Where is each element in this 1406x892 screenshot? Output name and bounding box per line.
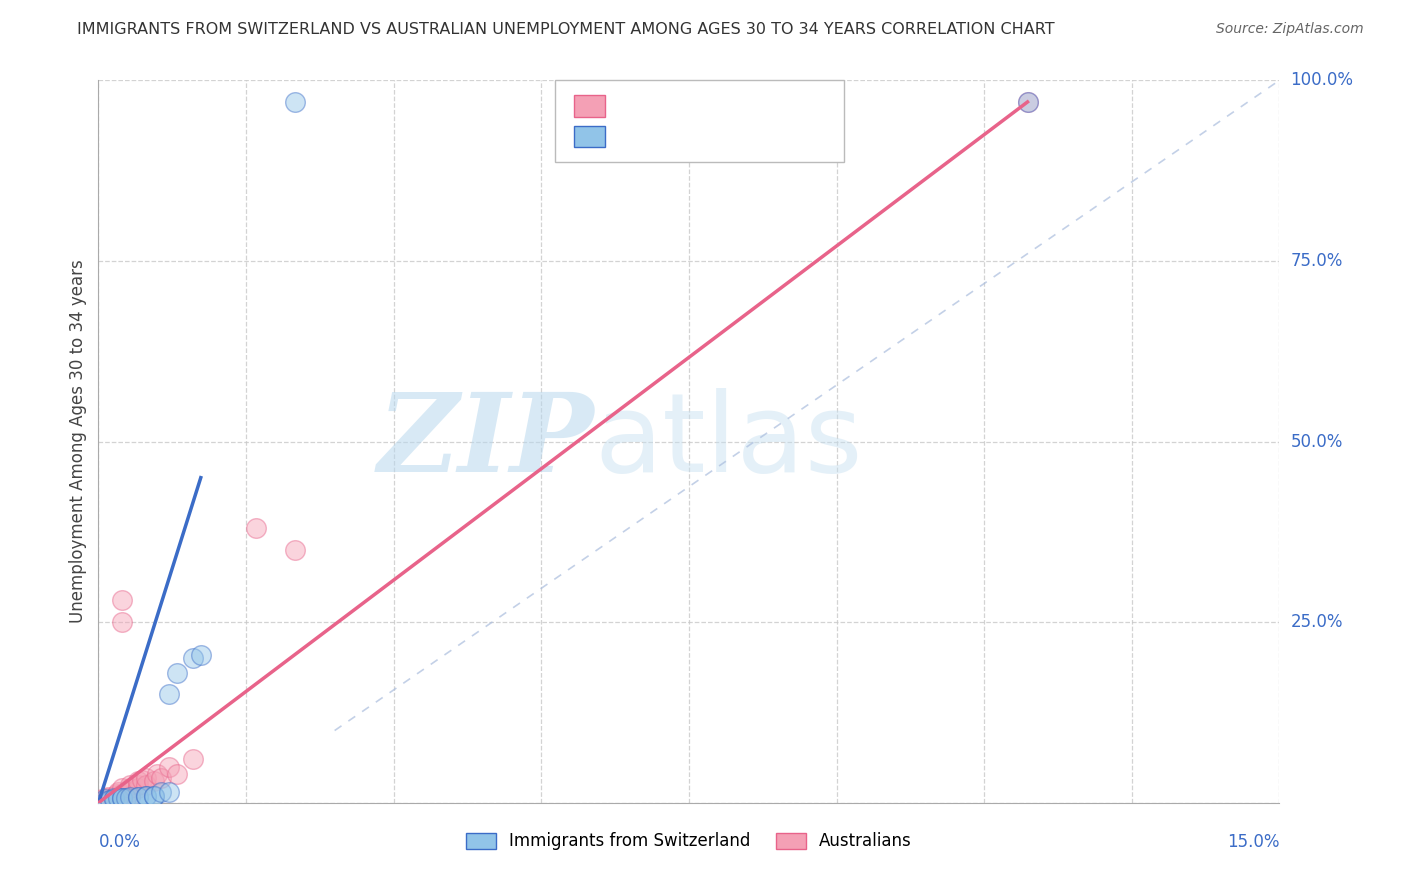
Point [127, 778, 149, 792]
Text: R = 0.371   N = 13: R = 0.371 N = 13 [613, 128, 783, 145]
Point [111, 790, 134, 805]
Point [142, 789, 165, 803]
Point [103, 791, 125, 805]
Text: atlas: atlas [595, 388, 863, 495]
Point [127, 790, 149, 805]
Point [107, 785, 129, 799]
Point [111, 781, 134, 796]
Point [166, 767, 188, 781]
Point [103, 791, 125, 805]
Text: ZIP: ZIP [378, 388, 595, 495]
Point [96, 791, 118, 805]
Point [157, 785, 180, 799]
Point [103, 792, 125, 806]
Point [118, 781, 141, 796]
Point [104, 789, 127, 803]
Point [135, 789, 157, 804]
Point [115, 790, 138, 805]
Point [135, 789, 157, 804]
Point [105, 787, 128, 801]
Point [93, 792, 115, 806]
Point [150, 771, 173, 785]
Point [166, 665, 188, 680]
Text: 15.0%: 15.0% [1227, 833, 1279, 851]
Point [284, 95, 307, 109]
Point [1017, 95, 1039, 109]
Point [98, 793, 121, 807]
Text: Source: ZipAtlas.com: Source: ZipAtlas.com [1216, 22, 1364, 37]
Text: 50.0%: 50.0% [1291, 433, 1343, 450]
Point [111, 790, 134, 805]
Point [135, 771, 157, 785]
Point [97, 790, 120, 805]
Point [1017, 95, 1039, 109]
Point [127, 781, 149, 796]
Text: IMMIGRANTS FROM SWITZERLAND VS AUSTRALIAN UNEMPLOYMENT AMONG AGES 30 TO 34 YEARS: IMMIGRANTS FROM SWITZERLAND VS AUSTRALIA… [77, 22, 1054, 37]
Text: 75.0%: 75.0% [1291, 252, 1343, 270]
Legend: Immigrants from Switzerland, Australians: Immigrants from Switzerland, Australians [460, 826, 918, 857]
Point [118, 785, 141, 799]
Point [142, 774, 165, 789]
Point [146, 767, 169, 781]
Point [181, 651, 204, 665]
Text: 0.0%: 0.0% [98, 833, 141, 851]
Point [91, 792, 114, 806]
Point [284, 542, 307, 557]
Text: 25.0%: 25.0% [1291, 613, 1343, 632]
Point [111, 792, 134, 806]
Point [103, 792, 125, 806]
Point [157, 687, 180, 701]
Point [118, 778, 141, 792]
Point [111, 615, 134, 630]
Point [111, 790, 134, 805]
Point [96, 794, 118, 808]
Point [190, 648, 212, 662]
Point [111, 789, 134, 803]
Point [118, 789, 141, 803]
Y-axis label: Unemployment Among Ages 30 to 34 years: Unemployment Among Ages 30 to 34 years [69, 260, 87, 624]
Point [245, 521, 267, 535]
Point [107, 790, 129, 805]
Point [103, 790, 125, 805]
Point [135, 778, 157, 792]
Point [150, 785, 173, 799]
Point [127, 774, 149, 789]
Point [96, 794, 118, 808]
Text: R = 0.784   N = 37: R = 0.784 N = 37 [613, 97, 783, 115]
Text: 100.0%: 100.0% [1291, 71, 1354, 89]
Point [127, 790, 149, 805]
Point [157, 760, 180, 774]
Point [142, 789, 165, 803]
Point [111, 787, 134, 801]
Point [111, 593, 134, 607]
Point [181, 752, 204, 766]
Point [118, 790, 141, 805]
Point [103, 793, 125, 807]
Point [131, 772, 153, 787]
